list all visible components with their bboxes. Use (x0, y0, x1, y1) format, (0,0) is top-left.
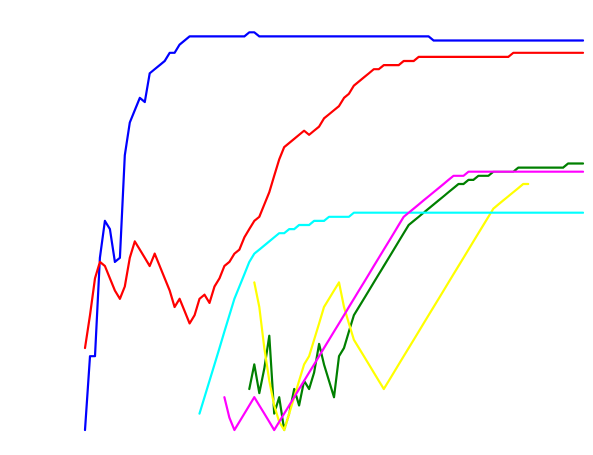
series-line-6 (223, 170, 585, 432)
series-line-5 (198, 211, 585, 415)
series-line-4 (253, 182, 530, 432)
series-line-2 (83, 51, 585, 350)
series-line-3 (248, 162, 585, 432)
series-line-1 (83, 31, 585, 432)
